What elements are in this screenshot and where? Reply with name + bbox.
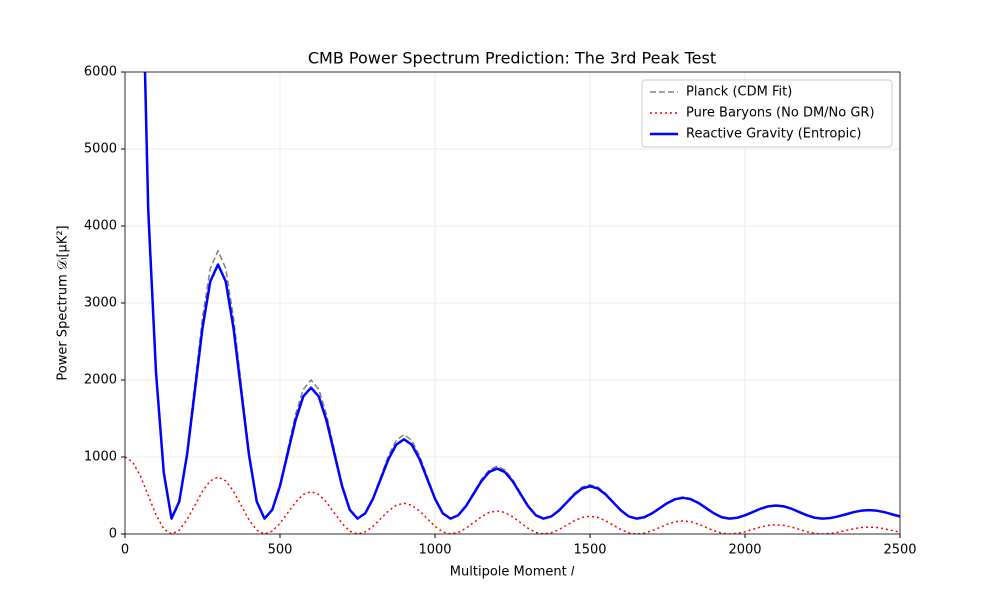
y-tick-label: 0 (109, 527, 117, 542)
y-tick-label: 6000 (84, 65, 117, 80)
legend-label: Pure Baryons (No DM/No GR) (686, 106, 875, 121)
series-line (143, 72, 900, 520)
x-tick-label: 2500 (883, 543, 916, 558)
series-line (144, 72, 900, 520)
y-tick-label: 1000 (84, 450, 117, 465)
y-tick-label: 4000 (84, 219, 117, 234)
y-axis-label: Power Spectrum 𝒟ₗ[μK²] (56, 225, 71, 380)
y-tick-label: 2000 (84, 373, 117, 388)
x-tick-label: 500 (268, 543, 293, 558)
x-axis-label: Multipole Moment 𝑙 (450, 565, 575, 580)
legend-label: Planck (CDM Fit) (686, 85, 792, 100)
series-line (125, 456, 900, 534)
y-tick-label: 5000 (84, 142, 117, 157)
plot-frame (124, 71, 901, 535)
x-tick-label: 1500 (573, 543, 606, 558)
x-tick-label: 2000 (728, 543, 761, 558)
plot-lines (125, 72, 900, 534)
y-tick-label: 3000 (84, 296, 117, 311)
x-tick-label: 0 (121, 543, 129, 558)
legend-box (641, 79, 893, 148)
legend-label: Reactive Gravity (Entropic) (686, 127, 861, 142)
x-tick-label: 1000 (418, 543, 451, 558)
chart-title: CMB Power Spectrum Prediction: The 3rd P… (308, 49, 716, 68)
